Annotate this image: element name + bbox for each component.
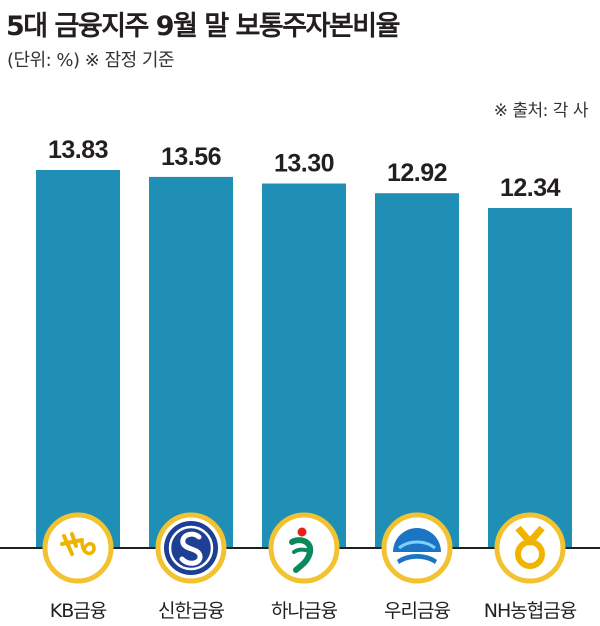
value-label-4: 12.92 (387, 159, 447, 187)
value-label-3: 13.30 (274, 150, 334, 178)
category-label-3: 하나금융 (271, 600, 337, 622)
bar-5 (488, 208, 572, 548)
value-label-1: 13.83 (48, 136, 108, 164)
category-label-5: NH농협금융 (484, 600, 577, 622)
hana-logo-icon (268, 512, 340, 584)
bar-2 (149, 176, 233, 548)
category-label-4: 우리금융 (384, 600, 450, 622)
chart-title: 5대 금융지주 9월 말 보통주자본비율 (6, 11, 400, 42)
shinhan-logo-icon (155, 512, 227, 584)
value-label-5: 12.34 (500, 174, 561, 202)
woori-logo-icon (381, 512, 453, 584)
kb-logo-icon (42, 512, 114, 584)
bar-1 (36, 170, 120, 548)
chart-subtitle: (단위: %) ※ 잠정 기준 (7, 50, 175, 71)
labels: 13.83 KB금융 13.56 신한금융 13.30 하나금융 12.92 우리금융 12.3… (48, 136, 578, 622)
category-label-1: KB금융 (50, 600, 107, 622)
bars (36, 170, 572, 548)
bar-3 (262, 183, 346, 548)
chart-source: ※ 출처: 각 사 (493, 101, 589, 121)
nh-logo-icon (494, 512, 566, 584)
category-label-2: 신한금융 (158, 600, 224, 622)
bar-4 (375, 193, 459, 548)
value-label-2: 13.56 (161, 143, 221, 171)
logos (42, 512, 566, 584)
